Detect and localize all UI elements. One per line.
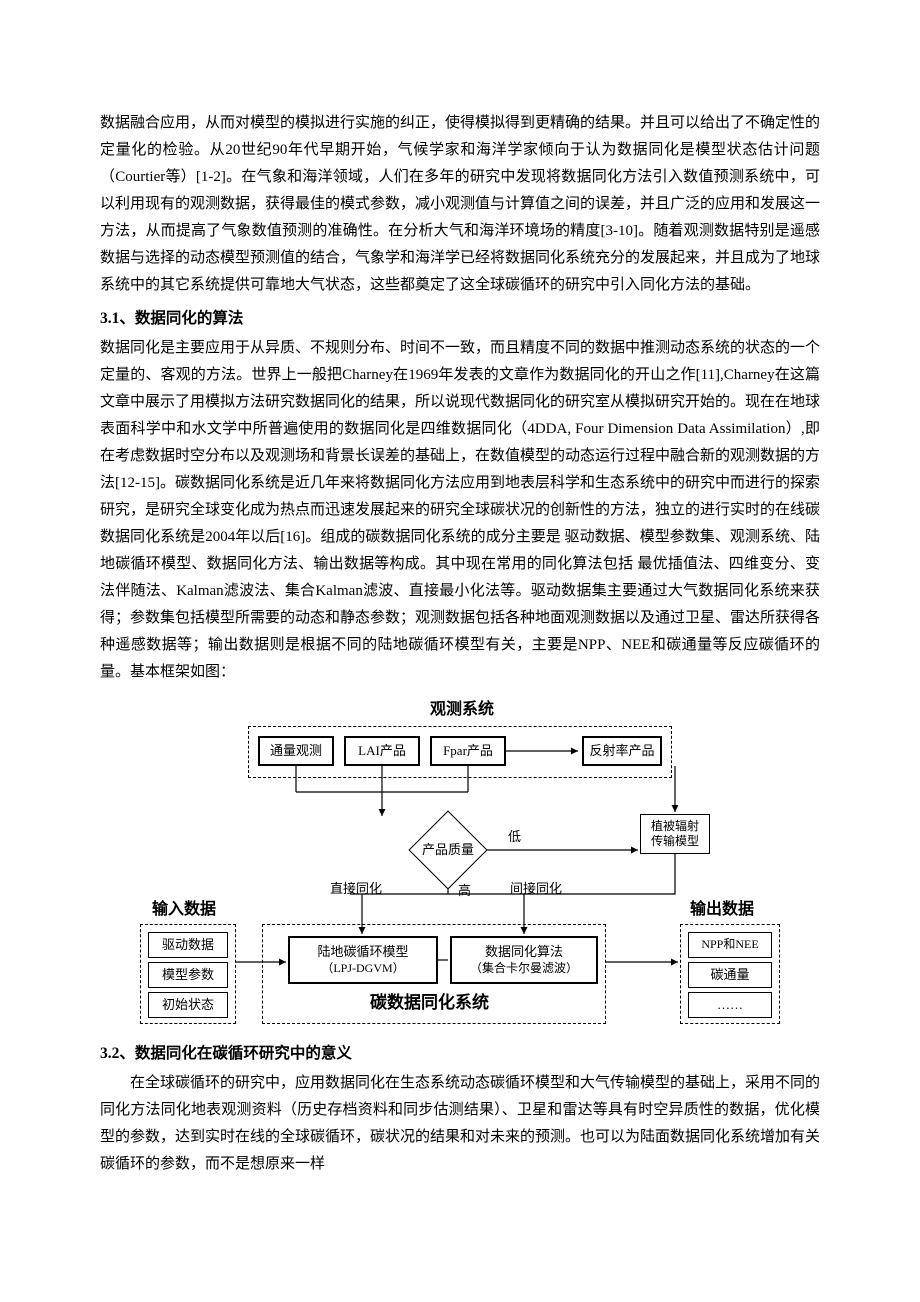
core-model-box: 陆地碳循环模型 （LPJ-DGVM） — [288, 936, 438, 984]
paragraph-3-2: 在全球碳循环的研究中，应用数据同化在生态系统动态碳循环模型和大气传输模型的基础上… — [100, 1070, 820, 1178]
heading-3-1-text: 数据同化的算法 — [135, 310, 244, 327]
core-algo-l1: 数据同化算法 — [485, 944, 563, 960]
input-box-init: 初始状态 — [148, 992, 228, 1018]
core-model-l1: 陆地碳循环模型 — [317, 944, 408, 960]
core-algo-l2: （集合卡尔曼滤波） — [470, 961, 578, 976]
indirect-label: 间接同化 — [510, 882, 562, 895]
core-algo-box: 数据同化算法 （集合卡尔曼滤波） — [450, 936, 598, 984]
output-box-npp: NPP和NEE — [688, 932, 772, 958]
core-model-l2: （LPJ-DGVM） — [321, 961, 404, 976]
obs-box-fpar: Fpar产品 — [430, 736, 506, 766]
heading-3-2-number: 3.2、 — [100, 1045, 135, 1062]
heading-3-2-text: 数据同化在碳循环研究中的意义 — [135, 1045, 352, 1062]
obs-box-reflectance: 反射率产品 — [582, 736, 662, 766]
output-box-more: …… — [688, 992, 772, 1018]
veg-radiation-box: 植被辐射 传输模型 — [640, 814, 710, 854]
obs-box-lai: LAI产品 — [344, 736, 420, 766]
core-sys-label: 碳数据同化系统 — [370, 994, 489, 1011]
low-label: 低 — [508, 830, 521, 843]
paragraph-3-1: 数据同化是主要应用于从异质、不规则分布、时间不一致，而且精度不同的数据中推测动态… — [100, 335, 820, 686]
obs-box-flux: 通量观测 — [258, 736, 334, 766]
high-label: 高 — [458, 884, 471, 897]
heading-3-1: 3.1、数据同化的算法 — [100, 305, 820, 333]
paragraph-intro: 数据融合应用，从而对模型的模拟进行实施的纠正，使得模拟得到更精确的结果。并且可以… — [100, 110, 820, 299]
page: 数据融合应用，从而对模型的模拟进行实施的纠正，使得模拟得到更精确的结果。并且可以… — [0, 0, 920, 1262]
heading-3-1-number: 3.1、 — [100, 310, 135, 327]
quality-label: 产品质量 — [408, 843, 488, 856]
input-box-param: 模型参数 — [148, 962, 228, 988]
input-title: 输入数据 — [152, 902, 216, 918]
obs-title: 观测系统 — [430, 702, 494, 718]
input-box-drive: 驱动数据 — [148, 932, 228, 958]
output-title: 输出数据 — [690, 902, 754, 918]
flowchart-diagram: 观测系统 通量观测 LAI产品 Fpar产品 反射率产品 产品质量 低 高 植被… — [140, 706, 780, 1028]
output-box-flux: 碳通量 — [688, 962, 772, 988]
direct-label: 直接同化 — [330, 882, 382, 895]
heading-3-2: 3.2、数据同化在碳循环研究中的意义 — [100, 1040, 820, 1068]
